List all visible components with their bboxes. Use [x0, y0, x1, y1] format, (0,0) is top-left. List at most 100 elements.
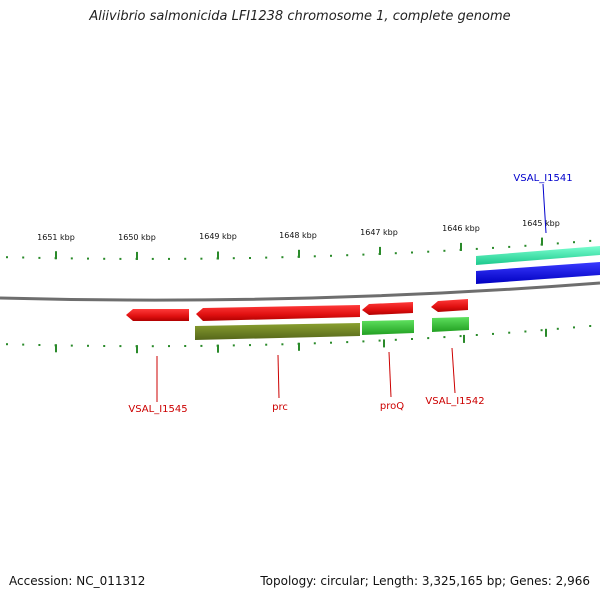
gene-feature-vsal-i1545[interactable] [126, 309, 189, 321]
scale-major-tick [298, 342, 300, 351]
scale-dot [200, 257, 203, 260]
scale-dot [378, 339, 381, 342]
gene-feature-vsal-i1541[interactable] [476, 246, 600, 265]
scale-major-tick [136, 345, 138, 354]
scale-dot [168, 345, 170, 348]
scale-dot [540, 329, 543, 332]
scale-dot [265, 256, 268, 259]
reverse-strand-features [126, 299, 469, 340]
gene-label-proq[interactable]: proQ [380, 401, 404, 412]
scale-dot [151, 257, 154, 260]
scale-dot [87, 257, 89, 260]
scale-dot [184, 345, 187, 347]
scale-dot [103, 345, 106, 347]
scale-dot [330, 341, 332, 344]
scale-dot [427, 337, 430, 340]
scale-dot [6, 256, 8, 259]
cds-feature-prc[interactable] [195, 323, 360, 340]
scale-dot [508, 245, 511, 248]
scale-label: 1651 kbp [37, 233, 75, 242]
scale-dot [232, 257, 235, 260]
scale-dot [362, 253, 365, 256]
scale-label: 1648 kbp [279, 231, 317, 240]
scale-dot [151, 345, 154, 348]
scale-dot [394, 338, 397, 341]
scale-dot [232, 344, 235, 347]
scale-dot [573, 241, 575, 244]
scale-dot [70, 257, 73, 260]
scale-major-tick [55, 344, 57, 353]
scale-major-tick [217, 251, 219, 260]
gene-label-vsal-i1545[interactable]: VSAL_I1545 [128, 404, 187, 415]
scale-dot [556, 327, 559, 330]
scale-major-tick [298, 249, 300, 258]
cds-feature-vsal-i1542[interactable] [432, 317, 469, 332]
scale-dot [362, 340, 365, 343]
scale-labels: 1651 kbp 1650 kbp 1649 kbp 1648 kbp 1647… [37, 219, 560, 242]
gene-feature-prc[interactable] [196, 305, 360, 321]
scale-dot [443, 249, 446, 252]
scale-dot [573, 326, 575, 329]
scale-dot [6, 343, 8, 346]
gene-labels: VSAL_I1545 prc proQ VSAL_I1542 VSAL_I154… [128, 173, 572, 415]
scale-dot [475, 247, 478, 250]
scale-dot [508, 331, 511, 334]
scale-label: 1646 kbp [442, 224, 480, 233]
chromosome-backbone [0, 281, 600, 302]
cds-feature-vsal-i1541[interactable] [476, 262, 600, 284]
scale-dot [589, 325, 592, 327]
scale-dot [443, 336, 446, 339]
scale-dot [22, 256, 25, 259]
scale-dot [313, 255, 316, 258]
scale-major-tick [541, 237, 543, 246]
gene-label-vsal-i1542[interactable]: VSAL_I1542 [425, 396, 484, 407]
scale-major-tick [383, 339, 385, 348]
scale-dot [70, 344, 73, 347]
scale-dot [249, 344, 251, 347]
leader-line-vsal-i1541 [542, 183, 547, 234]
scale-major-tick [217, 344, 219, 353]
scale-major-tick [379, 246, 381, 255]
scale-dot [411, 251, 413, 254]
cds-feature-proq[interactable] [362, 320, 414, 335]
scale-label: 1649 kbp [199, 232, 237, 241]
scale-dot [119, 257, 122, 260]
scale-dot [168, 257, 170, 260]
scale-dot [524, 244, 527, 247]
scale-dot [22, 343, 25, 346]
gene-label-vsal-i1541[interactable]: VSAL_I1541 [513, 173, 572, 184]
scale-dot [87, 344, 89, 347]
scale-dot [475, 334, 478, 336]
scale-dot [492, 246, 494, 249]
scale-dot [589, 239, 592, 242]
scale-label: 1647 kbp [360, 228, 398, 237]
scale-dot [119, 345, 122, 348]
scale-dot [411, 338, 413, 340]
scale-major-tick [136, 251, 138, 260]
scale-dot [249, 257, 251, 259]
scale-dot [184, 257, 187, 260]
gene-feature-vsal-i1542[interactable] [431, 299, 468, 312]
gene-feature-proq[interactable] [362, 302, 413, 315]
genome-summary-text: Topology: circular; Length: 3,325,165 bp… [260, 574, 590, 588]
scale-label: 1645 kbp [522, 219, 560, 228]
scale-dot [459, 335, 462, 338]
accession-text: Accession: NC_011312 [9, 574, 146, 588]
gene-label-prc[interactable]: prc [272, 402, 288, 413]
scale-major-tick [55, 251, 57, 260]
scale-dot [200, 344, 203, 347]
scale-dot [346, 341, 349, 344]
scale-dot [346, 254, 349, 257]
scale-dot [330, 254, 332, 257]
scale-dot [38, 344, 41, 346]
scale-major-tick [545, 328, 547, 337]
scale-dot [427, 250, 430, 253]
leader-line-proq [388, 351, 392, 398]
scale-dot [281, 343, 284, 346]
scale-dot [394, 252, 397, 255]
scale-dot [103, 257, 106, 260]
scale-dot [265, 343, 268, 346]
scale-dot [313, 342, 316, 345]
